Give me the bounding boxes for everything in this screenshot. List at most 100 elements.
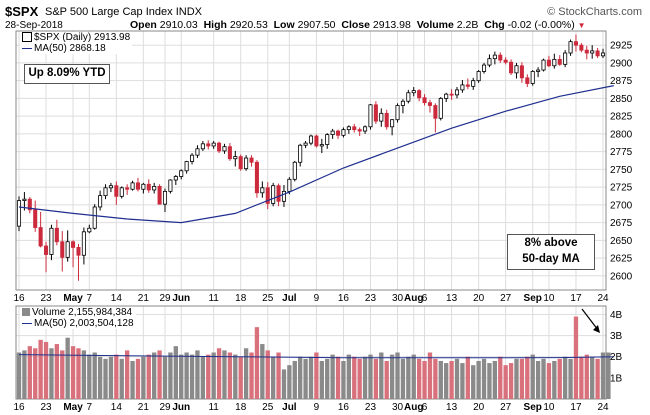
price-tick-label: 2675: [610, 218, 633, 229]
volume-bar: [119, 358, 124, 399]
volume-bar: [519, 358, 525, 399]
ytd-annotation: Up 8.09% YTD: [24, 64, 110, 84]
candle-body: [260, 187, 265, 194]
date-tick-label: 27: [500, 402, 512, 413]
date-tick-label: 30: [392, 293, 404, 304]
annotation-arrow-head-icon: [593, 325, 600, 333]
candle-body: [135, 182, 140, 190]
candle-body: [65, 241, 70, 258]
candle-body: [325, 134, 330, 145]
date-tick-label: Aug: [404, 402, 423, 413]
exchange-label: INDX: [175, 6, 202, 18]
volume-bar: [389, 354, 395, 399]
candle-body: [357, 129, 362, 132]
grid-lines: [16, 31, 606, 399]
volume-bar: [38, 339, 43, 399]
date-tick-label: 24: [597, 293, 609, 304]
date-tick-label: 14: [111, 293, 123, 304]
date-tick-label: 13: [446, 293, 458, 304]
high-value: 2920.53: [229, 19, 268, 31]
candle-body: [503, 59, 508, 63]
candle-body: [33, 209, 38, 228]
volume-bar: [314, 352, 319, 399]
date-tick-label: 6: [422, 293, 428, 304]
volume-bar: [373, 358, 379, 399]
volume-bar: [97, 356, 103, 399]
volume-bar: [227, 352, 233, 399]
price-tick-label: 2725: [610, 183, 633, 194]
candle-body: [584, 49, 589, 54]
volume-bar: [562, 356, 568, 399]
volume-bar: [16, 352, 22, 399]
candle-body: [400, 100, 405, 106]
price-tick-label: 2650: [610, 236, 633, 247]
volume-bar: [476, 360, 481, 399]
date-tick-label: 9: [314, 293, 320, 304]
volume-bar: [168, 352, 173, 399]
volume-bar: [162, 356, 168, 399]
volume-bar: [379, 352, 384, 399]
candle-body: [238, 156, 243, 170]
volume-bar: [368, 354, 373, 399]
volume-bar: [319, 360, 324, 399]
candle-body: [233, 156, 238, 160]
volume-value: 2.2B: [456, 19, 479, 31]
volume-bar: [460, 363, 465, 399]
candle-body: [146, 183, 151, 191]
volume-bar: [81, 350, 87, 399]
volume-bar: [384, 360, 389, 399]
volume-bar: [43, 341, 49, 399]
date-tick-label: 14: [111, 402, 123, 413]
price-tick-label: 2625: [610, 254, 633, 265]
date-tick-label: 10: [543, 402, 555, 413]
volume-bar: [557, 358, 562, 399]
volume-bar: [487, 363, 492, 399]
volume-bar: [600, 352, 606, 399]
candle-body: [227, 146, 232, 160]
date-tick-label: 17: [570, 293, 582, 304]
volume-bar: [416, 358, 422, 399]
volume-bar: [222, 350, 227, 399]
volume-bar: [135, 358, 141, 399]
volume-bar: [281, 369, 287, 399]
volume-bar: [49, 348, 54, 399]
candle-body: [319, 144, 324, 147]
candle-body: [487, 58, 492, 66]
date-tick-label: 21: [138, 293, 150, 304]
date-tick-label: Jul: [282, 293, 297, 304]
candle-body: [411, 90, 416, 94]
candle-body: [190, 154, 195, 162]
candle-body: [552, 58, 557, 67]
candle-body: [476, 71, 481, 82]
volume-bar: [76, 348, 81, 399]
ohlc-summary: Open 2910.03 High 2920.53 Low 2907.50 Cl…: [130, 19, 586, 31]
price-legend-series: $SPX (Daily) 2913.98: [22, 32, 130, 43]
volume-bar: [546, 363, 552, 399]
volume-bar: [265, 350, 270, 399]
volume-bar: [568, 358, 573, 399]
price-tick-label: 2750: [610, 165, 633, 176]
volume-bar: [465, 356, 470, 399]
date-tick-label: 23: [365, 402, 377, 413]
candle-body: [108, 185, 113, 189]
candle-body: [22, 198, 27, 201]
date-tick-label: May: [63, 402, 83, 413]
price-tick-label: 2775: [610, 147, 633, 158]
volume-bar: [535, 360, 541, 399]
volume-bar: [330, 354, 335, 399]
chg-label: Chg: [484, 19, 505, 31]
volume-bar: [184, 352, 189, 399]
candle-body: [195, 148, 200, 156]
candle-body: [336, 130, 341, 136]
date-tick-label: 29: [159, 293, 171, 304]
volume-bar: [206, 354, 211, 399]
date-tick-label: 23: [365, 293, 377, 304]
close-value: 2913.98: [372, 19, 411, 31]
candle-body: [379, 112, 384, 122]
candle-body: [87, 227, 92, 233]
chg-value: -0.02 (-0.00%): [507, 19, 575, 31]
candle-body: [498, 54, 503, 61]
volume-bar: [260, 344, 265, 399]
volume-bar: [33, 348, 38, 399]
candle-body: [92, 206, 97, 229]
